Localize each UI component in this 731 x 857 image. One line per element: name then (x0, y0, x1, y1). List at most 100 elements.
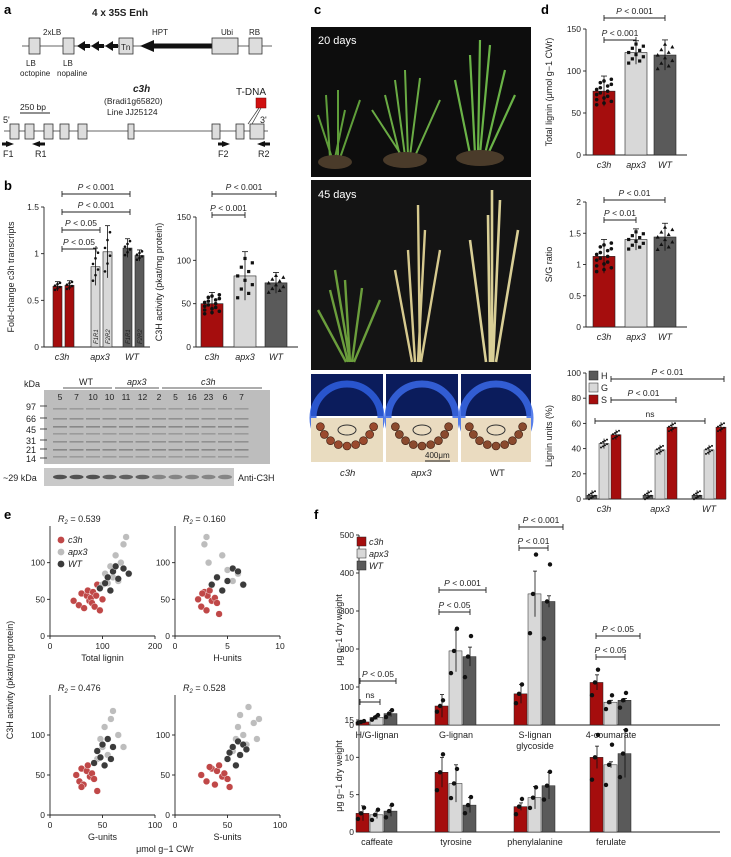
b-left-point (140, 255, 144, 258)
d-mid-point (663, 237, 667, 242)
d-mid-sig-0-rest: < 0.01 (624, 188, 651, 198)
blot-band (86, 418, 100, 420)
d-top-sig-0-rest: < 0.001 (622, 6, 653, 16)
blot-band (135, 408, 150, 410)
e-point-wt (96, 753, 105, 762)
d-top-point (602, 79, 606, 83)
e-point-wt (242, 745, 251, 754)
e-point-c3h (198, 589, 206, 598)
b-right-point (206, 295, 211, 300)
d-bottom-point (616, 430, 618, 433)
stain-bundle (417, 441, 427, 451)
panel-b-blot: kDa WT apx3 c3h 5 7 10 10 11 12 2 5 16 23 6 7 97 66… (3, 377, 275, 486)
b-right-point (213, 301, 218, 306)
b-left-point (126, 250, 129, 254)
f-top-bar (434, 705, 449, 726)
blot-band (152, 449, 166, 451)
f-top-sig-4-label: P < 0.01 (518, 536, 550, 546)
e-point-c3h (80, 604, 88, 612)
d-bottom-point (723, 422, 725, 425)
d-mid-point (670, 239, 675, 244)
e-point-apx3 (109, 707, 117, 715)
e-point-wt (223, 755, 232, 763)
d-bottom-bar (610, 434, 622, 500)
d-bottom-ylabel: Lignin units (%) (544, 405, 554, 467)
d-mid-sig-1-label: P < 0.01 (604, 208, 636, 218)
blot-band (234, 408, 249, 410)
e-r2-r: R (183, 514, 190, 524)
f-bottom-point (516, 804, 522, 809)
d-top-point (670, 58, 675, 63)
d-top-point (638, 48, 642, 53)
blot-band (218, 441, 232, 443)
f-top-sig-1-label: P < 0.05 (362, 669, 394, 679)
e-point-wt (223, 577, 232, 585)
blot-band (152, 408, 166, 410)
e-x-tick-label: 10 (275, 641, 285, 651)
e-point-c3h (215, 761, 223, 770)
blot-band (53, 426, 67, 428)
b-left-sig-3-p: P (63, 237, 69, 247)
blot-band (185, 433, 199, 435)
d-bottom-point (711, 449, 713, 452)
d-bottom-point (707, 451, 709, 454)
b-right-sig-0-p: P (226, 182, 232, 192)
f-top-point (603, 706, 609, 712)
blot-lane-number: 7 (74, 392, 79, 402)
d-top-point (605, 84, 610, 88)
f-top-bar (541, 601, 556, 726)
blot-band (69, 418, 84, 420)
blot-band (135, 449, 150, 451)
d-mid-point (609, 241, 614, 245)
blot-band (218, 408, 232, 410)
enhancer-arrows (77, 41, 118, 51)
tdna-marker (255, 97, 267, 109)
f-bottom-point (609, 742, 615, 747)
e-point-c3h (213, 599, 221, 607)
blot-lane-number: 11 (122, 392, 131, 402)
e-point-wt (104, 573, 112, 581)
b-left-y-tick-label: 0 (34, 342, 39, 352)
f-top-point (541, 636, 547, 641)
blot-band (119, 449, 133, 451)
d-mid-point (594, 258, 599, 262)
e-ylabel: C3H activity (pkat/mg protein) (5, 621, 15, 740)
d-mid-point (663, 225, 667, 229)
f-top-sig-7-rest: < 0.05 (608, 624, 635, 634)
blot-band (185, 418, 199, 420)
d-bottom-legend-swatch (588, 382, 599, 393)
f-top-y-tick-label: 500 (340, 530, 354, 540)
primer-f1: F1 (3, 149, 14, 159)
f-top-x-label: glycoside (516, 741, 554, 751)
d-mid-sig-1-p: P (604, 208, 610, 218)
blot-band (218, 418, 232, 420)
f-top-point (609, 693, 615, 698)
f-top-sig-4-rest: < 0.01 (523, 536, 550, 546)
d-bottom-point (693, 498, 695, 501)
d-mid-point (655, 235, 660, 239)
f-top-sig-3-label: P < 0.001 (444, 578, 481, 588)
label-ubi: Ubi (221, 28, 233, 37)
stain-bundle (475, 436, 484, 445)
d-top-point (638, 59, 642, 63)
d-bottom-point (656, 452, 658, 455)
d-top-point (598, 85, 603, 90)
e-point-apx3 (236, 711, 244, 719)
construct-title: 4 x 35S Enh (92, 8, 148, 19)
stain-center-ring (486, 424, 506, 436)
d-top-point (663, 55, 667, 60)
label-lb-1: LB (26, 59, 36, 68)
blot-band (234, 433, 249, 435)
blot-lane-number: 7 (239, 392, 244, 402)
chart-d-total-lignin: 0 50 100 150 Total lignin (μmol g−1 CWr) c3h a… (544, 6, 687, 170)
b-left-point (91, 262, 95, 266)
f-bottom-y-tick-label: 15 (345, 715, 355, 725)
d-mid-point (602, 243, 606, 247)
stain-bundle (391, 422, 400, 431)
d-bottom-point (711, 444, 713, 447)
d-top-point (641, 44, 645, 48)
e-point-wt (119, 564, 128, 573)
f-top-point (606, 700, 612, 705)
d-mid-point (630, 243, 634, 247)
f-bottom-point (620, 751, 626, 756)
